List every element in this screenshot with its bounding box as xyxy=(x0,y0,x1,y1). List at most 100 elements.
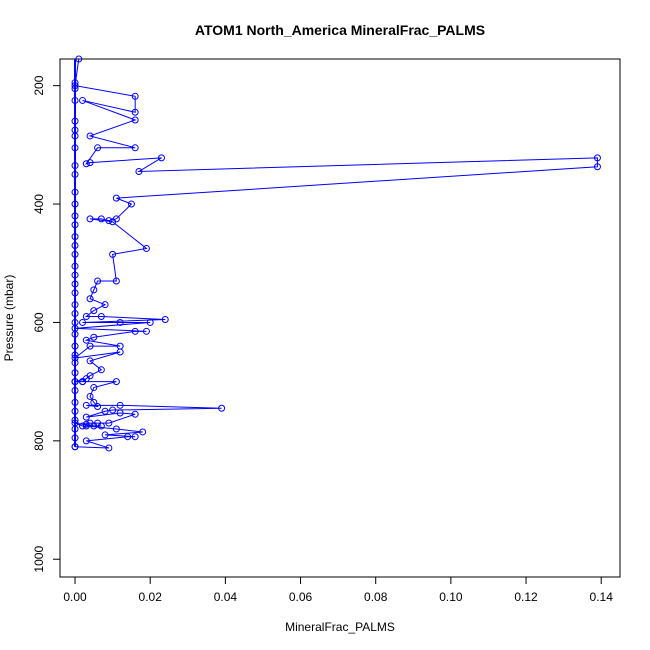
data-point xyxy=(79,318,87,326)
data-point xyxy=(135,167,143,175)
data-point xyxy=(71,378,79,386)
data-point xyxy=(146,318,154,326)
data-point xyxy=(142,327,150,335)
data-point xyxy=(112,425,120,433)
data-point xyxy=(71,407,79,415)
data-point xyxy=(71,250,79,258)
series-2 xyxy=(71,55,601,452)
x-axis: 0.00 0.02 0.04 0.06 0.08 0.10 0.12 0.14 xyxy=(63,577,613,604)
data-point xyxy=(75,55,83,63)
data-point xyxy=(71,369,79,377)
data-point xyxy=(116,409,124,417)
data-point xyxy=(116,342,124,350)
data-point xyxy=(82,413,90,421)
data-point xyxy=(82,437,90,445)
data-point xyxy=(71,387,79,395)
data-point xyxy=(131,410,139,418)
data-point xyxy=(71,434,79,442)
data-point xyxy=(124,433,132,441)
y-axis-label: Pressure (mbar) xyxy=(2,275,16,362)
data-point xyxy=(90,307,98,315)
data-point xyxy=(71,342,79,350)
data-point xyxy=(82,313,90,321)
y-tick-label: 800 xyxy=(32,431,46,451)
plot-frame xyxy=(59,58,621,578)
data-point xyxy=(71,359,79,367)
data-point xyxy=(97,313,105,321)
data-point xyxy=(86,132,94,140)
data-point xyxy=(112,277,120,285)
data-point xyxy=(94,277,102,285)
data-point xyxy=(71,241,79,249)
data-point xyxy=(131,108,139,116)
data-point xyxy=(94,419,102,427)
data-point xyxy=(71,82,79,90)
data-point xyxy=(71,200,79,208)
data-point xyxy=(71,96,79,104)
data-point xyxy=(105,444,113,452)
data-point xyxy=(82,160,90,168)
data-point xyxy=(218,404,226,412)
data-point xyxy=(71,162,79,170)
data-point xyxy=(71,144,79,152)
data-point xyxy=(593,163,601,171)
data-point xyxy=(131,92,139,100)
series-line xyxy=(73,58,598,449)
data-point xyxy=(71,212,79,220)
data-point xyxy=(161,315,169,323)
data-point xyxy=(139,428,147,436)
data-point xyxy=(86,342,94,350)
data-point xyxy=(109,250,117,258)
x-tick-label: 0.14 xyxy=(590,590,614,604)
data-point xyxy=(71,117,79,125)
data-point xyxy=(86,372,94,380)
data-point xyxy=(593,154,601,162)
y-tick-label: 1000 xyxy=(32,546,46,573)
data-point xyxy=(90,398,98,406)
x-tick-label: 0.12 xyxy=(514,590,538,604)
data-point xyxy=(127,200,135,208)
data-point xyxy=(112,215,120,223)
data-point xyxy=(71,271,79,279)
data-point xyxy=(86,419,94,427)
y-tick-label: 400 xyxy=(32,194,46,214)
data-point xyxy=(79,422,87,430)
data-point xyxy=(112,194,120,202)
data-point xyxy=(112,378,120,386)
data-point xyxy=(82,420,90,428)
data-point xyxy=(71,170,79,178)
data-point xyxy=(90,384,98,392)
data-point xyxy=(71,310,79,318)
data-point xyxy=(131,144,139,152)
data-point xyxy=(116,401,124,409)
chart-title: ATOM1 North_America MineralFrac_PALMS xyxy=(195,22,485,38)
x-tick-label: 0.08 xyxy=(364,590,388,604)
data-point xyxy=(82,401,90,409)
data-point xyxy=(71,443,79,451)
data-point xyxy=(142,244,150,252)
data-point xyxy=(71,324,79,332)
data-point xyxy=(71,221,79,229)
data-point xyxy=(90,333,98,341)
data-point xyxy=(71,301,79,309)
data-point xyxy=(116,318,124,326)
data-point xyxy=(71,289,79,297)
data-point xyxy=(131,116,139,124)
data-point xyxy=(97,366,105,374)
x-tick-label: 0.04 xyxy=(214,590,238,604)
y-tick-label: 600 xyxy=(32,312,46,332)
data-point xyxy=(94,403,102,410)
data-point xyxy=(86,215,94,223)
data-point xyxy=(86,295,94,303)
data-point xyxy=(71,126,79,134)
data-point xyxy=(101,301,109,309)
data-point xyxy=(86,357,94,365)
data-point xyxy=(90,286,98,294)
series-group xyxy=(71,55,601,452)
data-point xyxy=(79,378,87,386)
y-axis-ticks: 200 400 600 800 1000 xyxy=(32,75,60,573)
data-point xyxy=(94,144,102,152)
data-point xyxy=(131,433,139,441)
x-tick-label: 0.10 xyxy=(439,590,463,604)
